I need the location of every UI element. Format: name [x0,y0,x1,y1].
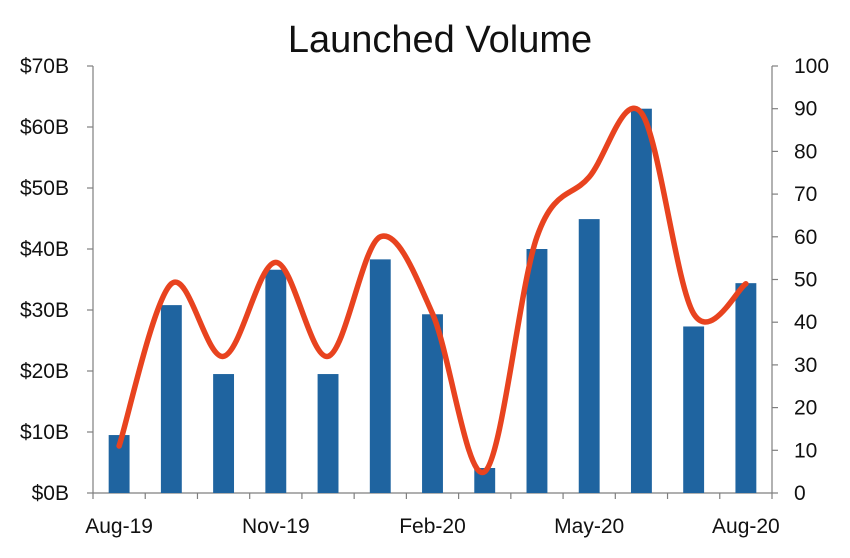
y-left-tick-label: $0B [32,482,69,505]
bar [317,374,339,493]
bar [422,314,443,493]
y-left-tick-label: $10B [20,421,69,444]
x-tick-label: May-20 [554,515,624,538]
y-right-tick-label: 100 [794,55,829,78]
y-right-tick-label: 20 [794,397,817,420]
bar [213,374,235,493]
line-series [116,105,749,476]
bar [369,259,391,493]
y-right-tick-label: 40 [794,311,817,334]
bar-series [108,108,757,494]
x-tick-label: Feb-20 [399,515,466,538]
y-right-tick-label: 60 [794,226,817,249]
y-right-tick-label: 70 [794,183,817,206]
bar [735,283,757,493]
y-right-tick-label: 10 [794,439,817,462]
y-left-tick-label: $70B [20,55,69,78]
y-left-tick-label: $30B [20,299,69,322]
axes: $0B $10B $20B $30B $40B $50B $60B $70B 0 10 20 30 40… [20,55,829,538]
x-tick-label: Nov-19 [242,515,310,538]
bar [630,108,652,493]
bar [108,435,130,493]
bar [683,326,705,493]
y-left-tick-label: $20B [20,360,69,383]
y-left-tick-label: $60B [20,116,69,139]
y-right-tick-label: 80 [794,140,817,163]
y-right-tick-label: 30 [794,354,817,377]
x-tick-label: Aug-19 [85,515,153,538]
x-tick-label: Aug-20 [712,515,780,538]
bar [526,249,548,493]
y-right-tick-label: 50 [794,269,817,292]
y-right-tick-label: 90 [794,98,817,121]
y-right-tick-label: 0 [794,482,806,505]
y-left-tick-label: $50B [20,177,69,200]
y-left-tick-label: $40B [20,238,69,261]
bar [265,269,287,493]
bar [160,305,182,493]
bar [578,219,600,494]
chart-title: Launched Volume [288,19,592,61]
line-path [116,105,749,476]
